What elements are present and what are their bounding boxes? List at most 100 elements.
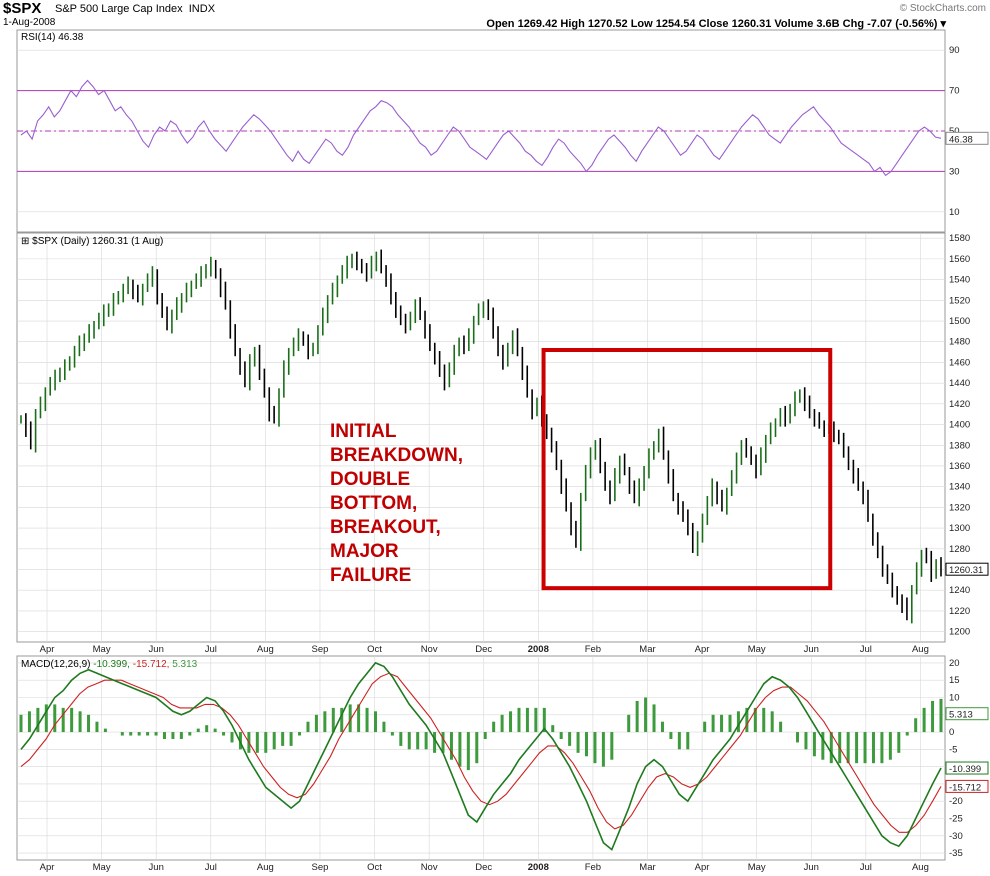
annotation-line: INITIAL: [330, 421, 397, 442]
macd-panel: -35-30-25-20-15-10-505101520AprMayJunJul…: [16, 655, 989, 873]
y-tick-label: -5: [949, 744, 957, 755]
x-tick-label: May: [748, 862, 766, 873]
y-tick-label: 30: [949, 166, 960, 177]
macd-legend-hist: 5.313: [172, 659, 197, 670]
y-tick-label: 50: [949, 126, 960, 137]
x-tick-label: Apr: [695, 644, 710, 655]
y-tick-label: 1360: [949, 461, 970, 472]
y-tick-label: 1380: [949, 440, 970, 451]
x-tick-label: Oct: [367, 862, 382, 873]
macd-frame: [16, 655, 946, 861]
x-tick-label: Sep: [312, 644, 329, 655]
highlight-box: [541, 348, 833, 591]
ticker-name: S&P 500 Large Cap Index INDX: [55, 3, 215, 15]
annotation-line: BREAKOUT,: [330, 517, 441, 538]
y-tick-label: -25: [949, 814, 963, 825]
x-tick-label: Mar: [639, 644, 655, 655]
x-tick-label: Sep: [312, 862, 329, 873]
y-tick-label: 1320: [949, 502, 970, 513]
x-tick-label: Oct: [367, 644, 382, 655]
rsi-last-label: 46.38: [949, 134, 973, 145]
x-tick-label: Jul: [205, 644, 217, 655]
y-tick-label: -35: [949, 848, 963, 859]
y-tick-label: 1440: [949, 378, 970, 389]
annotation-line: DOUBLE: [330, 469, 410, 490]
x-tick-label: Jun: [149, 644, 164, 655]
x-tick-label: May: [93, 644, 111, 655]
y-tick-label: 20: [949, 658, 960, 669]
rsi-last-label-box: [945, 131, 989, 145]
x-tick-label: Aug: [912, 862, 929, 873]
chart-header: $SPX S&P 500 Large Cap Index INDX 1-Aug-…: [0, 0, 990, 30]
annotation-line: FAILURE: [330, 565, 411, 586]
x-tick-label: Jun: [804, 862, 819, 873]
x-tick-label: Apr: [40, 644, 55, 655]
y-tick-label: 1400: [949, 420, 970, 431]
y-tick-label: 1200: [949, 627, 970, 638]
x-tick-label: 2008: [528, 644, 549, 655]
macd-legend-prefix: MACD(12,26,9): [21, 659, 93, 670]
x-tick-label: Nov: [421, 644, 438, 655]
y-tick-label: 1420: [949, 399, 970, 410]
annotation-line: BREAKDOWN,: [330, 445, 463, 466]
x-tick-label: Mar: [639, 862, 655, 873]
rsi-panel: 10 30 50 70 90 RSI(14) 46.38 46.38: [16, 29, 989, 233]
x-tick-label: May: [93, 862, 111, 873]
y-tick-label: -30: [949, 831, 963, 842]
y-tick-label: -20: [949, 796, 963, 807]
x-tick-label: Aug: [912, 644, 929, 655]
macd-last-hist: 5.313: [949, 710, 973, 721]
macd-last-macd: -10.399: [949, 764, 981, 775]
y-tick-label: 1300: [949, 523, 970, 534]
y-tick-label: 10: [949, 692, 960, 703]
price-last-label: 1260.31: [949, 565, 983, 576]
x-tick-label: Aug: [257, 862, 274, 873]
y-tick-label: 1500: [949, 316, 970, 327]
y-tick-label: 70: [949, 86, 960, 97]
quote-summary: Open 1269.42 High 1270.52 Low 1254.54 Cl…: [486, 18, 946, 30]
x-tick-label: Dec: [475, 862, 492, 873]
x-tick-label: Jun: [149, 862, 164, 873]
rsi-line: [20, 79, 942, 177]
x-tick-label: Aug: [257, 644, 274, 655]
price-last-label-box: [945, 562, 989, 576]
macd-last-signal: -15.712: [949, 782, 981, 793]
macd-last-signal-box: [945, 779, 989, 793]
x-tick-label: Apr: [695, 862, 710, 873]
macd-legend-macd: -10.399,: [93, 659, 132, 670]
watermark: © StockCharts.com: [899, 3, 986, 14]
price-legend: ⊞ $SPX (Daily) 1260.31 (1 Aug): [21, 236, 163, 247]
y-tick-label: 1520: [949, 295, 970, 306]
macd-legend-signal: -15.712,: [133, 659, 172, 670]
x-tick-label: 2008: [528, 862, 549, 873]
rsi-legend: RSI(14) 46.38: [21, 32, 84, 43]
annotation-line: MAJOR: [330, 541, 399, 562]
macd-last-hist-box: [945, 707, 989, 721]
y-tick-label: 1240: [949, 585, 970, 596]
y-tick-label: 1580: [949, 233, 970, 244]
x-tick-label: Feb: [585, 862, 601, 873]
y-tick-label: 1340: [949, 482, 970, 493]
y-tick-label: 1540: [949, 275, 970, 286]
macd-line: [20, 661, 942, 851]
exchange-label: INDX: [188, 3, 216, 15]
macd-legend: MACD(12,26,9) -10.399, -15.712, 5.313: [21, 659, 198, 670]
y-tick-label: 1460: [949, 357, 970, 368]
chart-date: 1-Aug-2008: [3, 17, 56, 28]
y-tick-label: 15: [949, 675, 960, 686]
x-tick-label: Nov: [421, 862, 438, 873]
price-frame: [16, 232, 946, 643]
y-tick-label: 1280: [949, 544, 970, 555]
ticker-fullname: S&P 500 Large Cap Index: [55, 3, 183, 15]
annotation-line: BOTTOM,: [330, 493, 417, 514]
x-tick-label: Feb: [585, 644, 601, 655]
ticker-symbol: $SPX: [3, 0, 42, 17]
y-tick-label: 1480: [949, 337, 970, 348]
y-tick-label: 1560: [949, 254, 970, 265]
y-tick-label: 90: [949, 45, 960, 56]
macd-last-macd-box: [945, 761, 989, 775]
x-tick-label: Jun: [804, 644, 819, 655]
x-tick-label: Jul: [205, 862, 217, 873]
macd-signal-line: [20, 672, 942, 833]
